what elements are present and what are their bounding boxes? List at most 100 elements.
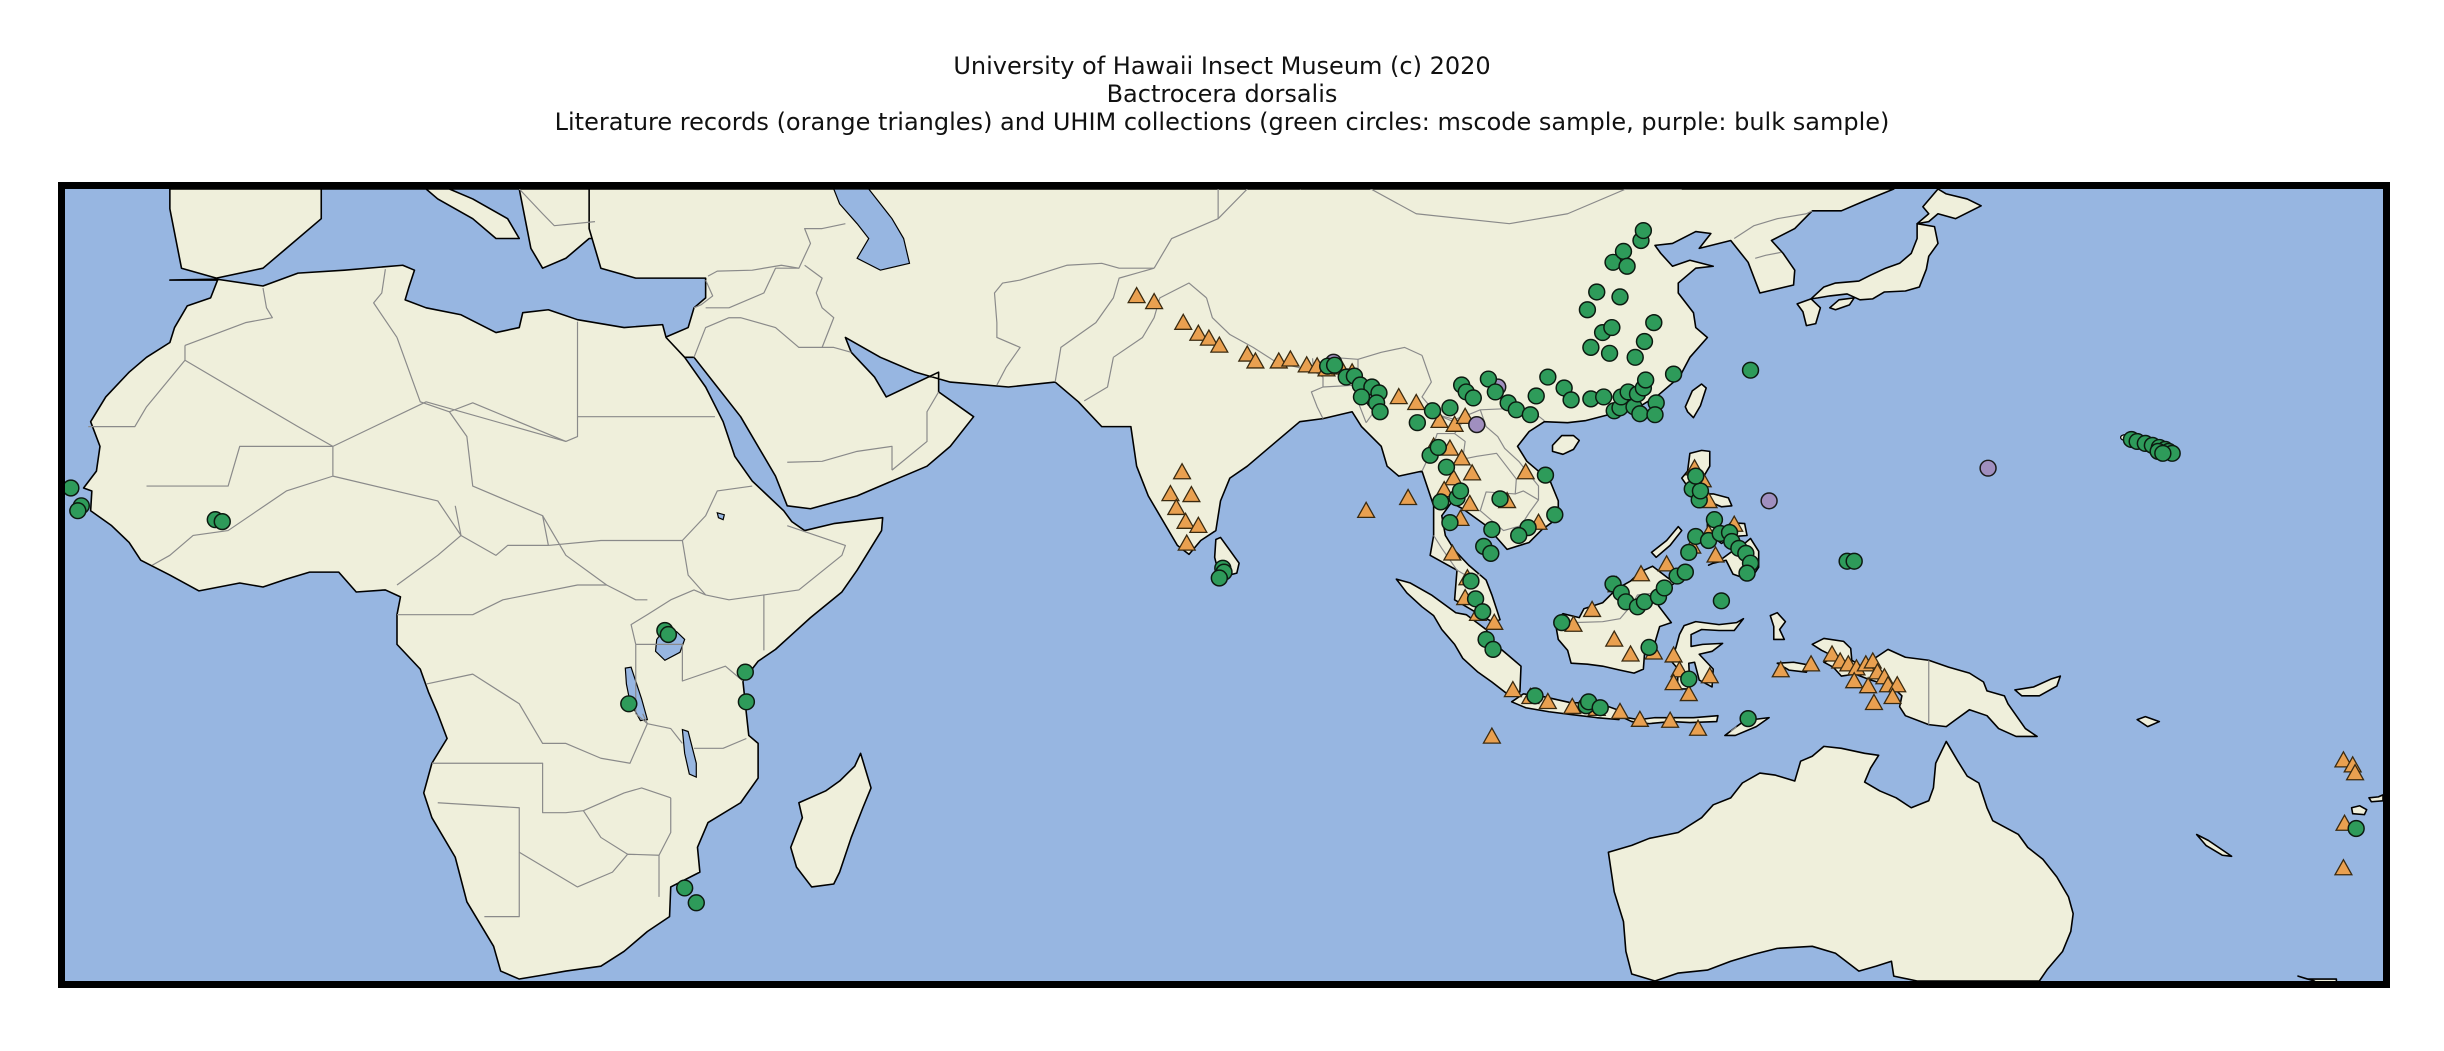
country-border-51 (1755, 251, 1781, 259)
country-border-40 (1479, 409, 1540, 501)
mscode-sample-marker (1739, 710, 1757, 728)
country-border-14 (582, 810, 628, 855)
bulk-sample-marker (1760, 492, 1778, 510)
country-border-15 (658, 797, 672, 897)
country-border-11 (431, 762, 671, 814)
land-iberia (169, 189, 323, 279)
country-border-56 (518, 189, 596, 227)
land-australia (1607, 740, 2074, 981)
literature-record-marker (1443, 468, 1464, 486)
literature-record-marker (1538, 692, 1558, 710)
mscode-sample-marker (1429, 438, 1448, 457)
literature-record-marker (1188, 515, 1208, 533)
literature-record-marker (1610, 702, 1630, 720)
literature-record-marker (1160, 484, 1180, 502)
mscode-sample-marker (1486, 383, 1505, 401)
country-border-28 (787, 445, 893, 471)
mscode-sample-marker (1484, 640, 1502, 658)
mscode-sample-marker (1371, 403, 1389, 421)
country-border-24 (705, 223, 846, 309)
mscode-sample-marker (1645, 314, 1663, 332)
mscode-sample-marker (1636, 371, 1655, 389)
mscode-sample-marker (1600, 344, 1619, 362)
mscode-sample-marker (1210, 569, 1229, 587)
literature-record-marker (1389, 387, 1409, 405)
mscode-sample-marker (1631, 405, 1649, 423)
literature-record-marker (1280, 349, 1300, 367)
literature-record-marker (1175, 511, 1196, 529)
mscode-sample-marker (1510, 526, 1528, 545)
literature-record-marker (1455, 407, 1475, 424)
mscode-sample-marker (1562, 391, 1580, 409)
country-border-50 (1733, 210, 1813, 240)
land-palawan (1650, 525, 1683, 559)
literature-record-marker (1858, 676, 1878, 694)
map-title-block: University of Hawaii Insect Museum (c) 2… (0, 52, 2444, 136)
country-border-13 (518, 851, 660, 888)
mscode-sample-marker (1464, 389, 1482, 407)
literature-record-marker (1442, 543, 1462, 561)
mscode-sample-marker (1655, 579, 1674, 597)
country-border-30 (1054, 267, 1155, 383)
literature-record-marker (1209, 335, 1229, 353)
literature-record-marker (1177, 533, 1197, 551)
map-frame (58, 182, 2390, 988)
land-taiwan (1684, 383, 1707, 419)
mscode-sample-marker (1680, 543, 1698, 561)
mscode-sample-marker (1664, 365, 1683, 383)
bulk-sample-marker (1468, 416, 1486, 434)
mscode-sample-marker (687, 894, 705, 912)
literature-record-marker (1664, 645, 1684, 663)
literature-record-marker (1199, 328, 1219, 346)
literature-record-marker (1484, 612, 1504, 630)
country-border-9 (396, 584, 607, 616)
mscode-sample-marker (1845, 552, 1863, 570)
mscode-sample-marker (1687, 467, 1705, 485)
land-viti-levu (2350, 805, 2368, 816)
mscode-sample-marker (1462, 572, 1480, 590)
mscode-sample-marker (1618, 257, 1636, 275)
land-africa (82, 264, 884, 980)
mscode-sample-marker (1588, 283, 1606, 301)
country-border-22 (694, 737, 747, 749)
mscode-sample-marker (1408, 414, 1427, 432)
country-border-17 (630, 589, 706, 645)
land-europe-north (169, 189, 625, 269)
literature-record-marker (1679, 684, 1699, 702)
country-border-2 (88, 345, 186, 428)
mscode-sample-marker (1635, 332, 1654, 351)
mscode-sample-marker (213, 513, 231, 531)
literature-record-marker (1452, 448, 1472, 466)
literature-record-marker (1245, 351, 1265, 369)
literature-record-marker (2345, 763, 2365, 781)
mscode-sample-marker (1431, 493, 1450, 511)
mscode-sample-marker (1634, 221, 1653, 240)
caspian-sea (833, 189, 911, 271)
mscode-sample-marker (1582, 338, 1600, 356)
literature-record-marker (1630, 709, 1650, 727)
literature-record-marker (1356, 501, 1376, 519)
literature-record-marker (1429, 411, 1450, 429)
country-border-32 (1083, 357, 1114, 402)
literature-record-marker (1582, 600, 1602, 618)
distribution-map (65, 189, 2383, 981)
country-border-12 (437, 802, 520, 918)
land-new-britain (2014, 675, 2062, 697)
literature-record-marker (1664, 673, 1684, 691)
land-kyushu (1796, 298, 1822, 327)
land-halmahera (1769, 611, 1787, 641)
mscode-sample-marker (1614, 242, 1633, 260)
mscode-sample-marker (1539, 368, 1557, 386)
literature-record-marker (1705, 545, 1726, 563)
literature-record-marker (1688, 718, 1708, 736)
literature-record-marker (1503, 680, 1523, 698)
map-title-line-1: University of Hawaii Insect Museum (c) 2… (953, 52, 1491, 80)
literature-record-marker (1822, 644, 1842, 662)
literature-record-marker (1883, 687, 1903, 705)
mscode-sample-marker (1441, 399, 1459, 417)
literature-record-marker (1460, 494, 1480, 512)
land-shikoku (1828, 297, 1855, 311)
mscode-sample-marker (1526, 687, 1544, 705)
literature-record-marker (1172, 462, 1192, 480)
mscode-sample-marker (1591, 699, 1609, 717)
